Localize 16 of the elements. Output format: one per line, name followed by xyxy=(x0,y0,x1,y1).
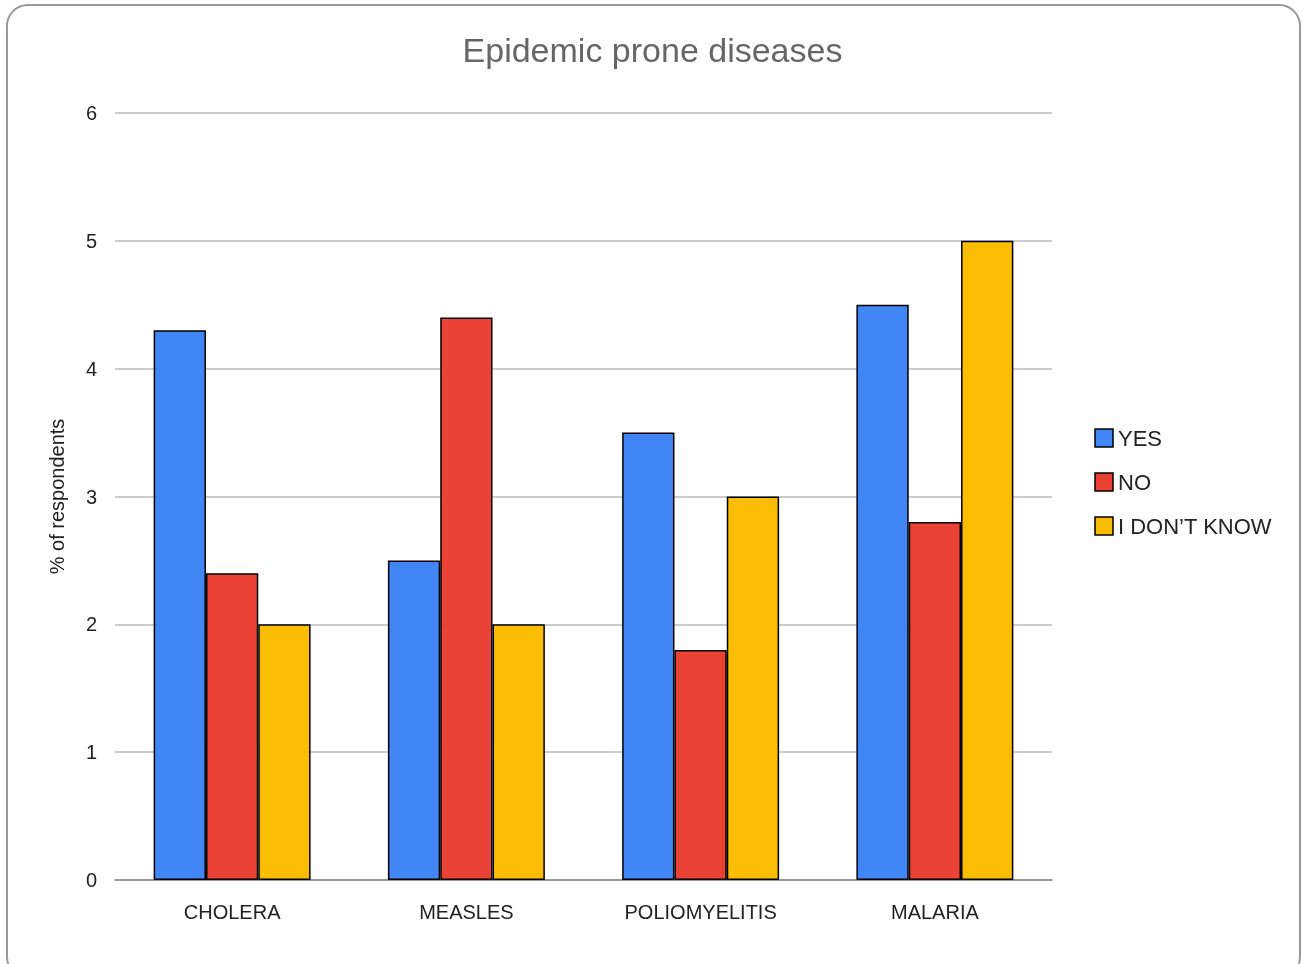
x-tick-label: MALARIA xyxy=(890,901,980,923)
y-tick-label: 0 xyxy=(85,869,97,891)
chart-title: Epidemic prone diseases xyxy=(462,31,843,69)
x-tick-label: POLIOMYELITIS xyxy=(624,901,777,923)
legend-label: YES xyxy=(1118,425,1163,451)
x-tick-label: MEASLES xyxy=(419,901,514,923)
legend-label: I DON’T KNOW xyxy=(1118,513,1272,539)
y-tick-label: 2 xyxy=(85,613,97,636)
y-axis-title: % of respondents xyxy=(46,418,68,575)
y-tick-label: 6 xyxy=(85,102,97,124)
x-tick-label: CHOLERA xyxy=(183,901,282,923)
y-tick-label: 5 xyxy=(85,229,97,252)
y-tick-label: 1 xyxy=(85,741,97,764)
legend-label: NO xyxy=(1118,469,1152,495)
y-tick-label: 3 xyxy=(85,485,97,508)
y-tick-label: 4 xyxy=(85,357,97,380)
